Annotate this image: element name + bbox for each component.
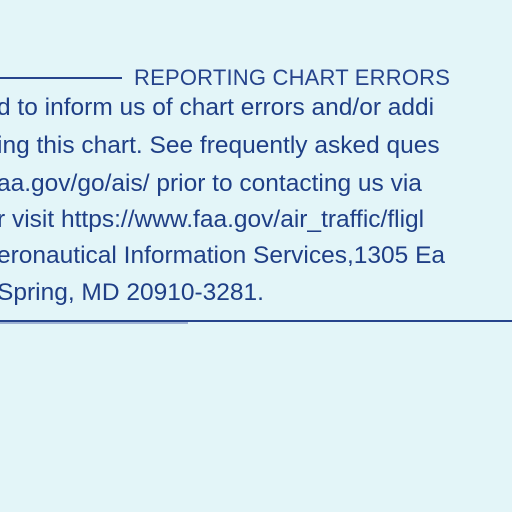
notice-line-4: r visit https://www.faa.gov/air_traffic/… <box>0 206 424 234</box>
bottom-rule-shadow <box>0 322 188 324</box>
notice-heading: REPORTING CHART ERRORS <box>134 65 450 91</box>
notice-line-1: d to inform us of chart errors and/or ad… <box>0 94 434 122</box>
notice-line-6: Spring, MD 20910-3281. <box>0 279 264 307</box>
notice-line-2: ing this chart. See frequently asked que… <box>0 132 440 160</box>
heading-rule <box>0 77 122 79</box>
notice-line-3: aa.gov/go/ais/ prior to contacting us vi… <box>0 170 422 198</box>
notice-line-5: eronautical Information Services,1305 Ea <box>0 242 445 270</box>
